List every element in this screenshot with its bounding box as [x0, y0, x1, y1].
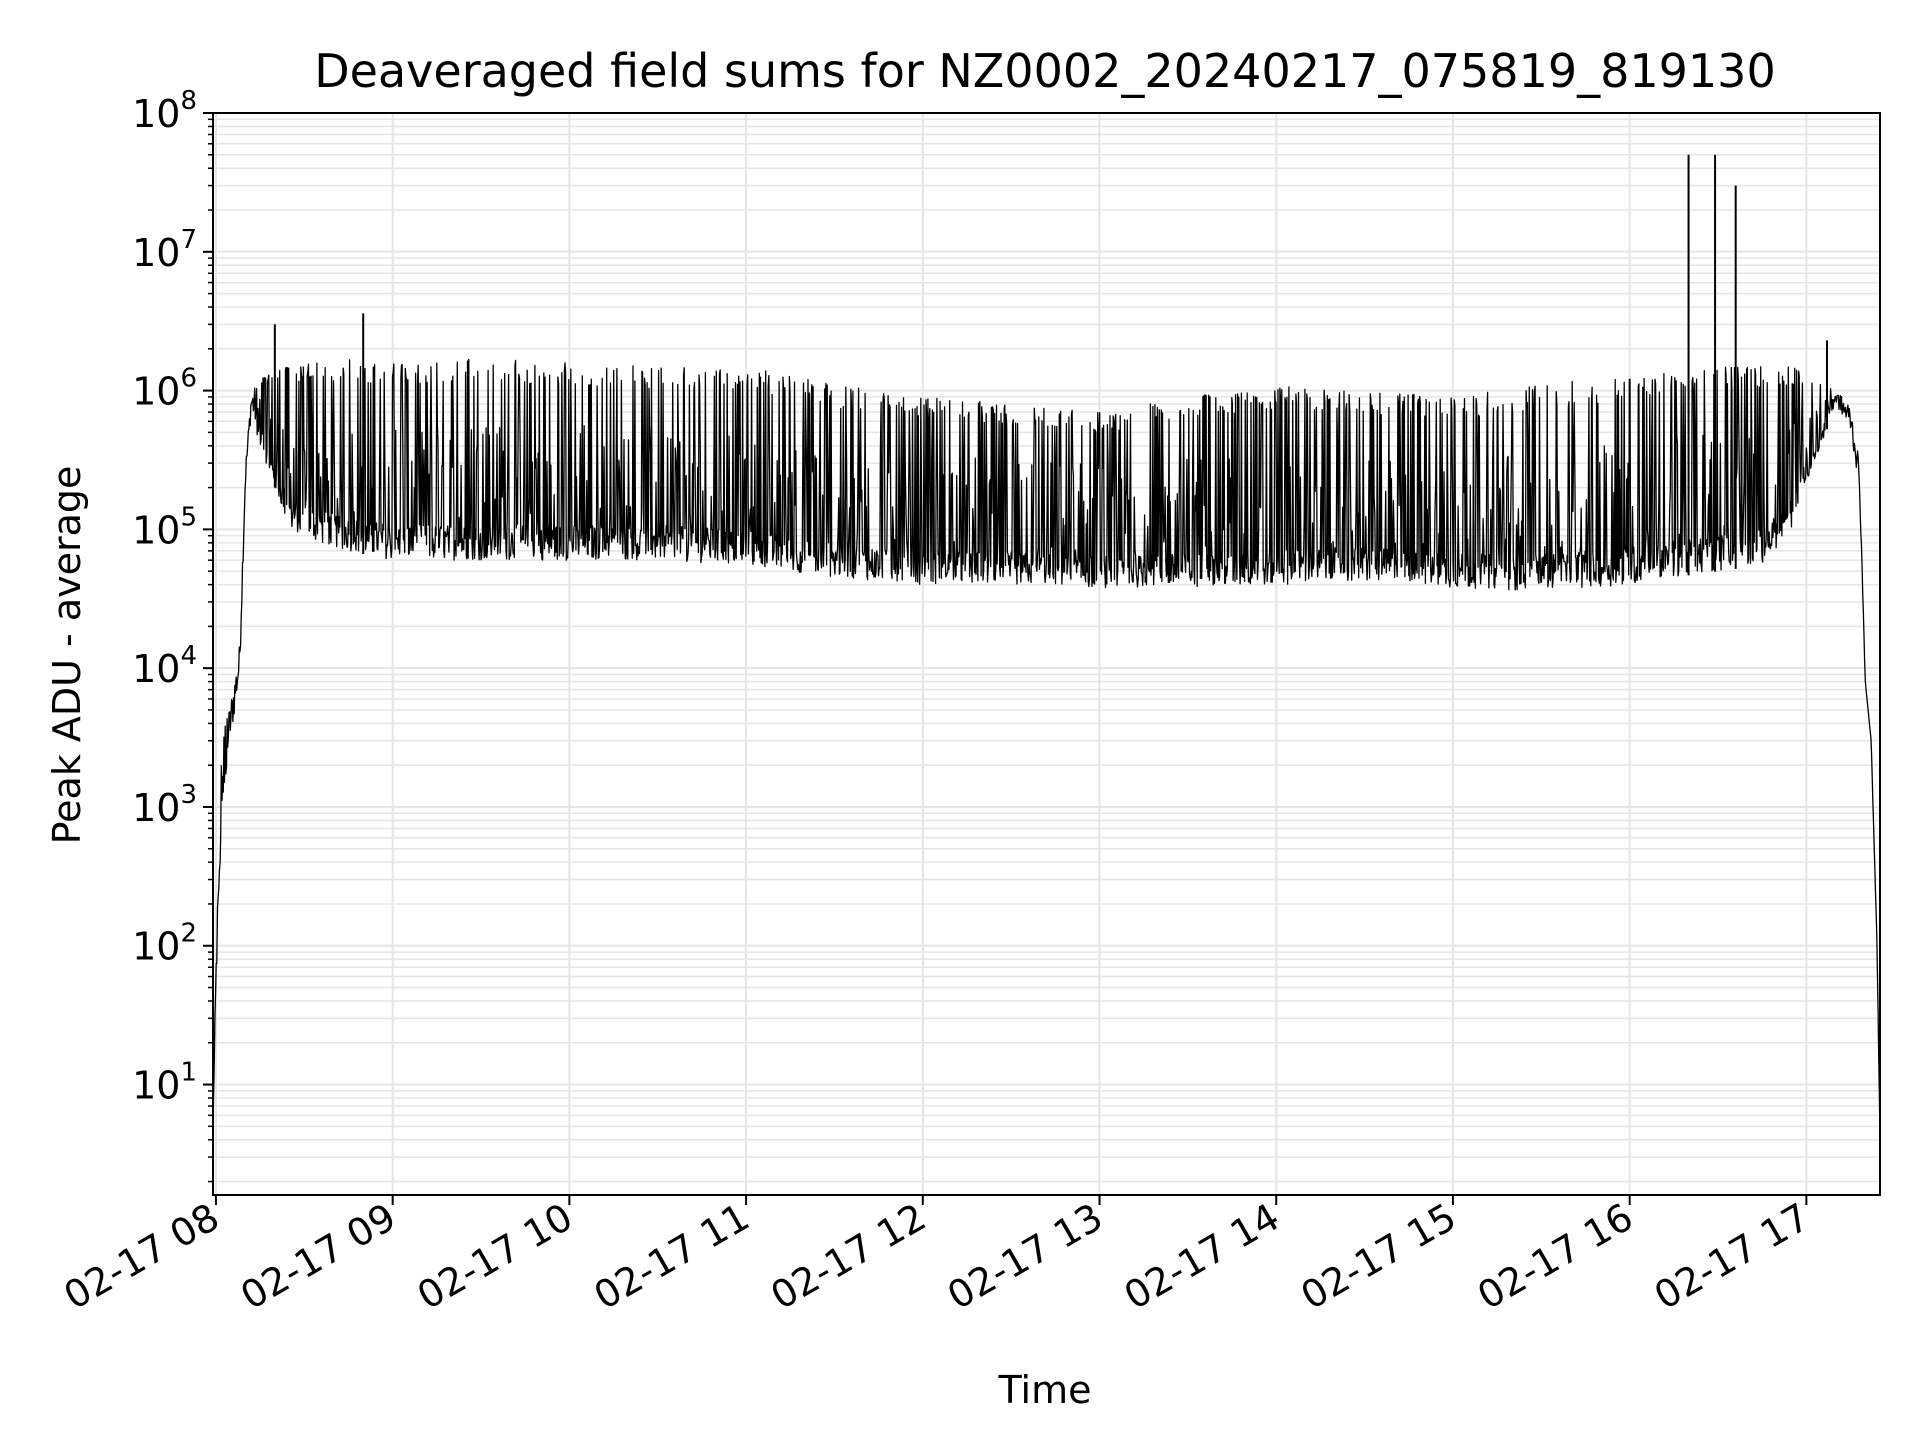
- y-tick-label: 106: [132, 364, 197, 414]
- x-tick-label: 02-17 09: [233, 1195, 403, 1319]
- x-tick-label: 02-17 14: [1117, 1195, 1287, 1319]
- chart-title: Deaveraged field sums for NZ0002_2024021…: [314, 44, 1775, 98]
- plot-frame: [212, 112, 1881, 1196]
- y-tick-label: 104: [132, 641, 197, 691]
- x-tick-label: 02-17 15: [1293, 1195, 1463, 1319]
- y-tick-label: 101: [132, 1058, 197, 1108]
- y-tick-label: 108: [132, 86, 197, 136]
- x-tick-label: 02-17 12: [763, 1195, 933, 1319]
- y-tick-label: 107: [132, 225, 197, 275]
- x-tick-label: 02-17 10: [410, 1195, 580, 1319]
- x-tick-label: 02-17 16: [1470, 1195, 1640, 1319]
- y-tick-label: 102: [132, 919, 197, 969]
- y-tick-label: 103: [132, 780, 197, 830]
- x-tick-label: 02-17 17: [1647, 1195, 1817, 1319]
- y-tick-label: 105: [132, 502, 197, 552]
- y-axis: 101 102 103 104 105 106 107 108: [132, 86, 213, 1183]
- y-axis-label: Peak ADU - average: [45, 466, 89, 845]
- series-line: [212, 154, 1881, 1140]
- x-tick-label: 02-17 13: [940, 1195, 1110, 1319]
- x-axis-label: Time: [998, 1368, 1092, 1412]
- grid: [213, 112, 1880, 1195]
- series-trace: [212, 358, 1881, 1140]
- x-tick-label: 02-17 08: [56, 1195, 226, 1319]
- x-tick-label: 02-17 11: [587, 1195, 757, 1319]
- x-axis: 02-17 08 02-17 09 02-17 10 02-17 11 02-17 12…: [56, 1195, 1816, 1319]
